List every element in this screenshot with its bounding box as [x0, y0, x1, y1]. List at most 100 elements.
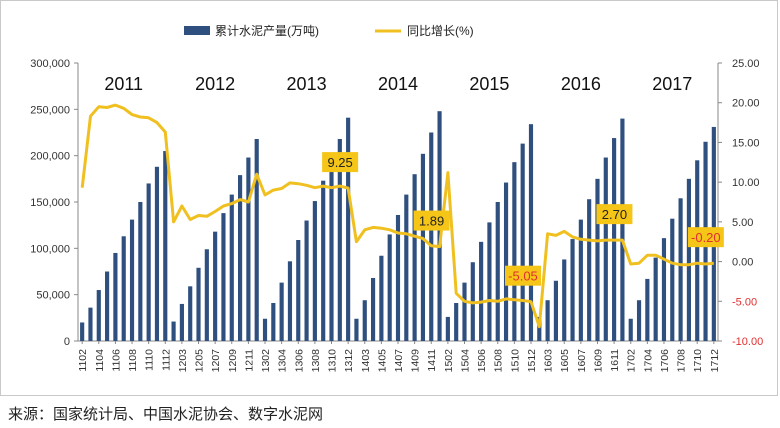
right-tick-label: 15.00: [732, 137, 760, 149]
callout-box: [413, 210, 450, 231]
bar: [603, 157, 608, 341]
x-tick-label: 1308: [310, 349, 322, 373]
bar: [196, 267, 201, 341]
bar: [628, 318, 633, 341]
bar: [587, 199, 592, 341]
bar: [429, 132, 434, 341]
bar: [271, 303, 276, 341]
callout-label: 9.25: [327, 155, 352, 170]
x-tick-label: 1405: [376, 349, 388, 373]
bar: [96, 290, 101, 341]
bar: [495, 202, 500, 341]
bar: [370, 277, 376, 341]
bar: [129, 219, 135, 341]
left-tick-label: 300,000: [30, 58, 70, 70]
bar-series: [80, 111, 716, 341]
callouts: 9.25 1.89 -5.05 2.70 -0.20: [322, 152, 724, 286]
bar: [296, 239, 301, 341]
bar: [354, 318, 359, 341]
chart-frame: 累计水泥产量(万吨) 同比增长(%) 0 50,000 100,000 150,000 2…: [0, 0, 778, 396]
left-tick-label: 150,000: [30, 197, 70, 209]
x-tick-label: 1306: [293, 349, 305, 373]
bar: [520, 143, 525, 341]
year-label: 2014: [378, 74, 418, 94]
x-tick-label: 1411: [426, 349, 438, 372]
left-tick-label: 200,000: [30, 151, 70, 163]
x-tick-label: 1508: [493, 349, 505, 373]
x-tick-label: 1510: [509, 349, 521, 373]
bar: [346, 117, 351, 341]
callout-box: [687, 227, 724, 248]
bar: [279, 282, 284, 341]
axes: 0 50,000 100,000 150,000 200,000 250,000 300,0…: [30, 58, 763, 372]
x-tick-label: 1205: [194, 349, 206, 373]
bar: [645, 278, 650, 341]
x-tick-label: 1708: [676, 349, 688, 373]
bar: [329, 161, 334, 341]
bar: [578, 219, 583, 341]
bar: [179, 303, 184, 341]
bar: [246, 157, 251, 341]
year-label: 2013: [287, 74, 327, 94]
right-tick-label: 0.00: [732, 257, 753, 269]
x-tick-label: 1203: [177, 349, 189, 373]
bar: [154, 166, 160, 341]
x-tick-label: 1603: [543, 349, 555, 373]
bar: [562, 259, 567, 341]
bar: [661, 238, 667, 341]
bar: [146, 183, 151, 341]
right-tick-label: 10.00: [732, 177, 760, 189]
x-tick-label: 1304: [277, 349, 289, 373]
x-tick-label: 1605: [559, 349, 571, 373]
bar: [362, 300, 367, 341]
bar: [537, 316, 542, 341]
x-tick-label: 1108: [127, 349, 139, 372]
bar: [304, 220, 309, 341]
bar: [695, 160, 700, 341]
x-tick-label: 1710: [692, 349, 704, 373]
x-tick-label: 1112: [160, 349, 172, 371]
x-tick-label: 1702: [626, 349, 638, 373]
x-tick-label: 1712: [709, 349, 721, 373]
callout-box: [504, 265, 541, 286]
x-tick-label: 1403: [360, 349, 372, 373]
bar: [88, 307, 93, 341]
bar: [121, 236, 126, 341]
bar: [595, 178, 600, 341]
combo-chart: 累计水泥产量(万吨) 同比增长(%) 0 50,000 100,000 150,000 2…: [30, 24, 763, 372]
bar: [528, 124, 534, 341]
bar: [238, 175, 243, 341]
x-tick-label: 1207: [210, 349, 222, 373]
callout-box: [596, 204, 633, 225]
x-tick-label: 1704: [642, 349, 654, 373]
legend-bar-swatch: [184, 26, 210, 35]
x-tick-label: 1611: [609, 349, 621, 372]
x-tick-label: 1504: [459, 349, 471, 373]
bar: [487, 222, 492, 341]
bar: [404, 194, 409, 341]
bar: [686, 178, 691, 341]
callout-label: 1.89: [419, 214, 444, 229]
right-tick-label: -5.00: [732, 296, 757, 308]
x-tick-label: 1609: [592, 349, 604, 373]
x-tick-label: 1110: [144, 349, 156, 371]
bar: [445, 316, 450, 341]
right-tick-label: 5.00: [732, 217, 753, 229]
legend-bar-label: 累计水泥产量(万吨): [215, 24, 319, 38]
year-label: 2012: [195, 74, 235, 94]
x-tick-label: 1607: [576, 349, 588, 373]
right-tick-label: 25.00: [732, 58, 760, 70]
year-label: 2015: [469, 74, 509, 94]
bar: [188, 286, 193, 341]
bar: [454, 303, 459, 341]
bar: [553, 280, 558, 341]
bar: [412, 174, 417, 341]
bar: [462, 282, 467, 341]
bar: [213, 231, 218, 341]
bar: [221, 213, 226, 341]
bar: [379, 255, 384, 341]
x-tick-label: 1106: [110, 349, 122, 372]
callout-label: -5.05: [508, 269, 538, 284]
x-tick-label: 1209: [227, 349, 239, 373]
